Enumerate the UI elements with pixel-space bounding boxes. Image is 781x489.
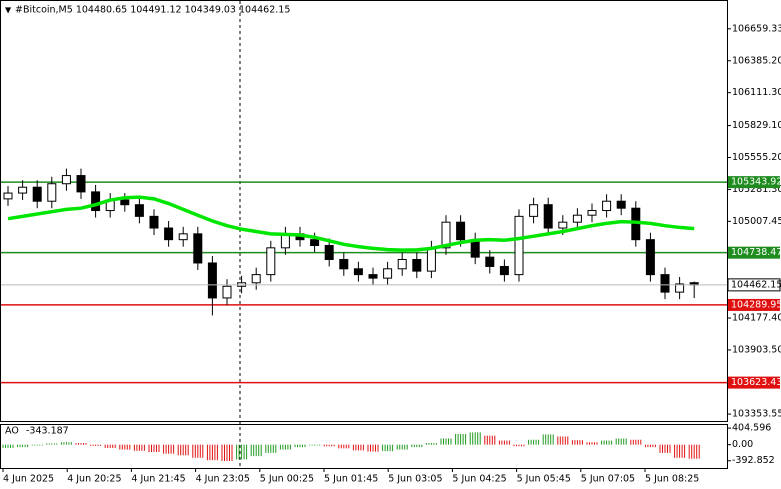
candle-body — [426, 247, 436, 272]
candle-body — [660, 274, 670, 293]
moving-average — [7, 195, 695, 252]
candle-body — [412, 258, 422, 272]
y-tick-label: 105555.20 — [732, 152, 781, 163]
candle-body — [149, 215, 159, 229]
level-label: 104289.95 — [731, 299, 781, 310]
candle-body — [353, 268, 363, 276]
indicator-value: -343.187 — [26, 426, 69, 437]
candle-body — [485, 256, 495, 267]
y-tick-label: 106111.30 — [732, 87, 781, 98]
y-tick-label: 105829.10 — [732, 120, 781, 131]
candle-body — [47, 183, 57, 202]
candle-body — [32, 186, 42, 202]
candle-body — [339, 258, 349, 270]
indicator-title: AO — [5, 426, 19, 437]
candle-body — [514, 215, 524, 276]
candle-body — [675, 283, 685, 293]
candle-body — [558, 221, 568, 229]
y-tick-label: 103903.50 — [732, 344, 781, 355]
level-label-box — [728, 298, 780, 311]
y-tick-label: 106385.20 — [732, 55, 781, 66]
level-label-box — [728, 246, 780, 259]
chart-title: #Bitcoin,M5 104480.65 104491.12 104349.0… — [15, 5, 290, 16]
candle-body — [499, 265, 509, 276]
candle-body — [543, 204, 553, 229]
y-tick-label: 105007.45 — [732, 216, 781, 227]
candle-body — [178, 233, 188, 241]
y-tick-label: -392.852 — [732, 455, 775, 466]
candle-body — [310, 239, 320, 246]
y-tick-label: 104177.40 — [732, 313, 781, 324]
y-tick-label: 0.00 — [732, 439, 753, 450]
y-tick-label: 103353.55 — [732, 409, 781, 420]
level-label: 104738.47 — [731, 247, 781, 258]
candle-body — [441, 221, 451, 249]
candle-body — [368, 274, 378, 279]
candle-body — [164, 227, 174, 241]
candle-body — [207, 262, 217, 299]
candle-body — [3, 192, 13, 200]
candle-body — [616, 200, 626, 209]
candle-body — [383, 268, 393, 279]
level-label: 103623.43 — [731, 377, 781, 388]
candle-body — [61, 175, 71, 185]
candle-body — [587, 210, 597, 216]
candle-body — [222, 285, 232, 299]
x-tick-label: 4 Jun 21:45 — [131, 474, 185, 485]
candle-body — [193, 233, 203, 264]
candle-body — [324, 244, 334, 260]
candle-body — [397, 258, 407, 270]
candle-body — [18, 186, 28, 194]
x-tick-label: 5 Jun 03:05 — [388, 474, 442, 485]
y-tick-label: 105281.30 — [732, 184, 781, 195]
candle-body — [91, 191, 101, 212]
price-label: 104462.15 — [731, 279, 781, 290]
y-tick-label: 106659.33 — [732, 23, 781, 34]
level-label-box — [728, 176, 780, 189]
menu-icon: ▼ — [5, 6, 12, 15]
x-tick-label: 4 Jun 23:05 — [196, 474, 250, 485]
candle-body — [645, 239, 655, 276]
x-tick-label: 5 Jun 00:25 — [260, 474, 314, 485]
candle-body — [266, 247, 276, 276]
candle-body — [529, 204, 539, 217]
x-tick-label: 5 Jun 07:05 — [581, 474, 635, 485]
x-tick-label: 5 Jun 08:25 — [645, 474, 699, 485]
ao-frame — [0, 424, 728, 469]
x-tick-label: 5 Jun 01:45 — [324, 474, 378, 485]
price-label-box — [727, 278, 781, 292]
level-label-box — [728, 376, 780, 389]
x-tick-label: 5 Jun 05:45 — [517, 474, 571, 485]
candle-body — [572, 214, 582, 223]
candle-body — [76, 175, 86, 193]
candle-body — [134, 204, 144, 217]
candle-body — [602, 200, 612, 212]
x-tick-label: 4 Jun 2025 — [3, 474, 54, 485]
candle-body — [120, 199, 130, 206]
candle-body — [251, 274, 261, 284]
candle-body — [456, 221, 466, 241]
main-frame — [0, 0, 728, 422]
level-label: 105343.92 — [731, 177, 781, 188]
x-tick-label: 5 Jun 04:25 — [452, 474, 506, 485]
y-tick-label: 404.596 — [732, 423, 771, 434]
x-tick-label: 4 Jun 20:25 — [67, 474, 121, 485]
